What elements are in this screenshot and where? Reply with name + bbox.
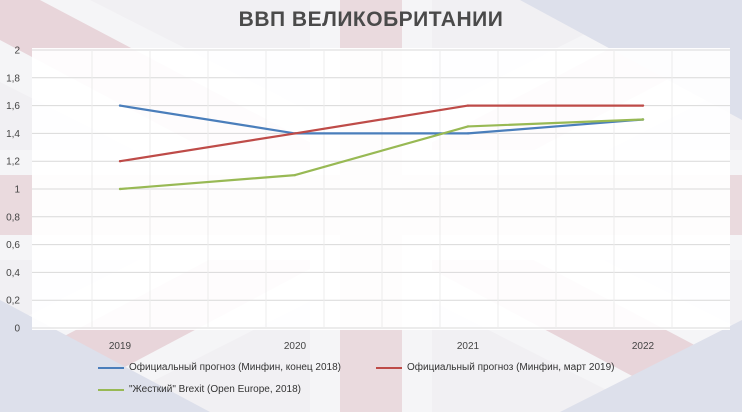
legend-swatch-series-1 bbox=[98, 366, 124, 369]
x-tick-label: 2020 bbox=[284, 341, 307, 352]
x-tick-label: 2021 bbox=[457, 341, 480, 352]
legend-label-series-1: Официальный прогноз (Минфин, конец 2018) bbox=[129, 362, 341, 373]
legend-swatch-series-2 bbox=[376, 366, 402, 369]
y-tick-label: 0,2 bbox=[6, 296, 20, 307]
x-tick-label: 2019 bbox=[109, 341, 132, 352]
legend-item-series-2: Официальный прогноз (Минфин, март 2019) bbox=[376, 362, 614, 373]
y-tick-label: 1 bbox=[14, 185, 20, 196]
y-tick-label: 1,6 bbox=[6, 101, 20, 112]
legend-item-series-1: Официальный прогноз (Минфин, конец 2018) bbox=[98, 362, 341, 373]
data-point-series-1 bbox=[466, 132, 470, 135]
data-point-series-2 bbox=[293, 132, 297, 135]
y-tick-label: 2 bbox=[14, 46, 20, 57]
data-point-series-3 bbox=[466, 125, 470, 128]
y-tick-label: 1,4 bbox=[6, 129, 20, 140]
y-tick-label: 0,4 bbox=[6, 268, 20, 279]
data-point-series-3 bbox=[641, 118, 645, 121]
x-tick-label: 2022 bbox=[632, 341, 655, 352]
y-tick-label: 0,8 bbox=[6, 212, 20, 223]
y-tick-label: 1,2 bbox=[6, 157, 20, 168]
legend-label-series-2: Официальный прогноз (Минфин, март 2019) bbox=[407, 362, 615, 373]
data-point-series-3 bbox=[293, 173, 297, 177]
legend-item-series-3: "Жесткий" Brexit (Open Europe, 2018) bbox=[98, 384, 301, 395]
data-point-series-3 bbox=[118, 187, 122, 191]
y-tick-label: 1,8 bbox=[6, 73, 20, 84]
legend-swatch-series-3 bbox=[98, 388, 124, 391]
data-point-series-2 bbox=[641, 104, 645, 107]
y-tick-label: 0,6 bbox=[6, 240, 20, 251]
series-line-3 bbox=[119, 118, 644, 191]
series-line-2 bbox=[119, 104, 643, 163]
chart-title: ВВП ВЕЛИКОБРИТАНИИ bbox=[238, 8, 504, 31]
legend-label-series-3: "Жесткий" Brexit (Open Europe, 2018) bbox=[129, 384, 301, 395]
data-point-series-2 bbox=[118, 160, 122, 163]
data-point-series-1 bbox=[118, 104, 122, 107]
data-point-series-2 bbox=[466, 104, 470, 107]
series-line-1 bbox=[119, 104, 644, 135]
y-tick-label: 0 bbox=[14, 324, 20, 335]
